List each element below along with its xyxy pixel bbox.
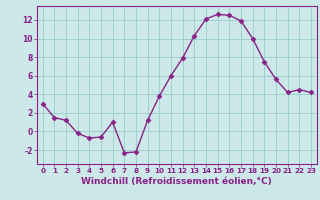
X-axis label: Windchill (Refroidissement éolien,°C): Windchill (Refroidissement éolien,°C)	[81, 177, 272, 186]
